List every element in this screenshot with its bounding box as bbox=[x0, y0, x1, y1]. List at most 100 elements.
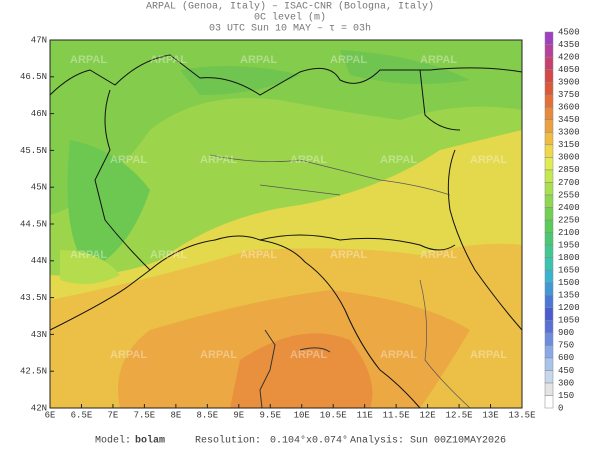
lon-label: 13E bbox=[482, 410, 498, 420]
colorbar-box bbox=[544, 370, 554, 384]
lon-label: 12E bbox=[419, 410, 435, 420]
colorbar-box bbox=[544, 307, 554, 321]
lat-label: 43N bbox=[31, 330, 47, 340]
lon-label: 9.5E bbox=[259, 410, 281, 420]
footer-label: Analysis: bbox=[350, 435, 404, 447]
colorbar-label: 2400 bbox=[558, 203, 580, 213]
lon-label: 10E bbox=[294, 410, 310, 420]
watermark: ARPAL bbox=[330, 54, 367, 66]
header-line: 0C level (m) bbox=[254, 12, 326, 24]
colorbar-label: 4200 bbox=[558, 52, 580, 62]
lat-label: 44N bbox=[31, 256, 47, 266]
map-field bbox=[50, 40, 522, 408]
colorbar-label: 2100 bbox=[558, 228, 580, 238]
lat-label: 47N bbox=[31, 35, 47, 45]
colorbar-box bbox=[544, 194, 554, 208]
lat-label: 46.5N bbox=[20, 72, 47, 82]
colorbar-box bbox=[544, 257, 554, 271]
colorbar-label: 4500 bbox=[558, 27, 580, 37]
colorbar-box bbox=[544, 157, 554, 171]
colorbar-box bbox=[544, 232, 554, 246]
colorbar-label: 3000 bbox=[558, 153, 580, 163]
lat-label: 46N bbox=[31, 109, 47, 119]
colorbar-label: 3600 bbox=[558, 103, 580, 113]
colorbar-label: 3150 bbox=[558, 140, 580, 150]
colorbar-label: 2700 bbox=[558, 178, 580, 188]
borders bbox=[49, 54, 523, 409]
watermark: ARPAL bbox=[420, 249, 457, 261]
colorbar-label: 1800 bbox=[558, 253, 580, 263]
lat-label: 45N bbox=[31, 183, 47, 193]
colorbar-box bbox=[544, 357, 554, 371]
watermark: ARPAL bbox=[470, 154, 507, 166]
lon-label: 7E bbox=[108, 410, 119, 420]
colorbar-box bbox=[544, 106, 554, 120]
lon-label: 8E bbox=[170, 410, 181, 420]
lon-label: 13.5E bbox=[508, 410, 535, 420]
header-line: ARPAL (Genoa, Italy) – ISAC-CNR (Bologna… bbox=[146, 1, 434, 13]
colorbar-box bbox=[544, 345, 554, 359]
watermark: ARPAL bbox=[110, 349, 147, 361]
colorbar-label: 3750 bbox=[558, 90, 580, 100]
watermark: ARPAL bbox=[110, 154, 147, 166]
colorbar-label: 300 bbox=[558, 378, 574, 388]
watermark: ARPAL bbox=[70, 54, 107, 66]
watermark: ARPAL bbox=[150, 249, 187, 261]
lon-label: 9E bbox=[233, 410, 244, 420]
colorbar-box bbox=[544, 119, 554, 133]
colorbar-label: 2250 bbox=[558, 215, 580, 225]
lat-label: 42N bbox=[31, 403, 47, 413]
watermark: ARPAL bbox=[380, 349, 417, 361]
colorbar-box bbox=[544, 320, 554, 334]
colorbar-label: 2850 bbox=[558, 165, 580, 175]
colorbar-label: 3900 bbox=[558, 78, 580, 88]
watermark: ARPAL bbox=[200, 349, 237, 361]
colorbar-box bbox=[544, 81, 554, 95]
colorbar-label: 1200 bbox=[558, 303, 580, 313]
watermark: ARPAL bbox=[70, 249, 107, 261]
colorbar-label: 900 bbox=[558, 328, 574, 338]
colorbar-box bbox=[544, 244, 554, 258]
watermark: ARPAL bbox=[240, 54, 277, 66]
colorbar-label: 3450 bbox=[558, 115, 580, 125]
colorbar-box bbox=[544, 219, 554, 233]
header-line: 03 UTC Sun 10 MAY – τ = 03h bbox=[209, 23, 371, 35]
colorbar-label: 1050 bbox=[558, 316, 580, 326]
colorbar-label: 750 bbox=[558, 341, 574, 351]
watermark: ARPAL bbox=[290, 154, 327, 166]
watermark: ARPAL bbox=[330, 249, 367, 261]
footer-value: bolam bbox=[135, 435, 165, 447]
lat-label: 43.5N bbox=[20, 293, 47, 303]
colorbar-box bbox=[544, 294, 554, 308]
colorbar-box bbox=[544, 94, 554, 108]
colorbar-label: 1950 bbox=[558, 240, 580, 250]
footer-value: 0.104°x0.074° bbox=[270, 435, 348, 447]
watermark: ARPAL bbox=[200, 154, 237, 166]
colorbar-box bbox=[544, 395, 554, 409]
footer-value: Sun 00Z10MAY2026 bbox=[410, 436, 506, 447]
footer-label: Model: bbox=[95, 435, 131, 447]
colorbar-label: 150 bbox=[558, 391, 574, 401]
watermark: ARPAL bbox=[420, 54, 457, 66]
colorbar-box bbox=[544, 269, 554, 283]
colorbar-box bbox=[544, 207, 554, 221]
colorbar-box bbox=[544, 382, 554, 396]
colorbar-label: 2550 bbox=[558, 190, 580, 200]
watermark: ARPAL bbox=[380, 154, 417, 166]
colorbar-box bbox=[544, 332, 554, 346]
colorbar-label: 1500 bbox=[558, 278, 580, 288]
colorbar-label: 1350 bbox=[558, 291, 580, 301]
colorbar-box bbox=[544, 132, 554, 146]
lon-label: 7.5E bbox=[134, 410, 156, 420]
colorbar-label: 600 bbox=[558, 353, 574, 363]
colorbar-box bbox=[544, 282, 554, 296]
colorbar-box bbox=[544, 69, 554, 83]
lon-label: 11.5E bbox=[383, 410, 410, 420]
colorbar-label: 4350 bbox=[558, 40, 580, 50]
colorbar-box bbox=[544, 182, 554, 196]
colorbar-label: 3300 bbox=[558, 128, 580, 138]
footer-label: Resolution: bbox=[195, 435, 261, 447]
colorbar-box bbox=[544, 44, 554, 58]
colorbar-label: 450 bbox=[558, 366, 574, 376]
